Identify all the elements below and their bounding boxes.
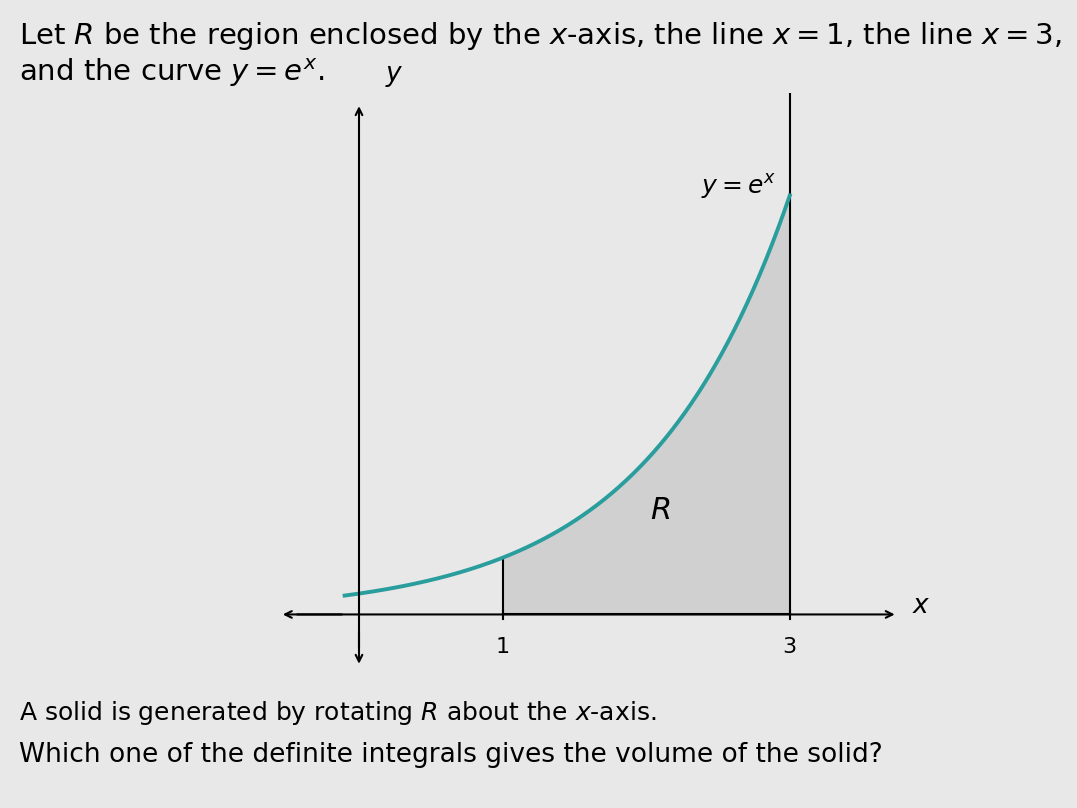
Text: Which one of the definite integrals gives the volume of the solid?: Which one of the definite integrals give… <box>19 742 883 768</box>
Text: $x$: $x$ <box>912 593 931 619</box>
Text: Let $R$ be the region enclosed by the $x$-axis, the line $x = 1$, the line $x = : Let $R$ be the region enclosed by the $x… <box>19 20 1062 53</box>
Text: A solid is generated by rotating $R$ about the $x$-axis.: A solid is generated by rotating $R$ abo… <box>19 699 657 727</box>
Text: $R$: $R$ <box>651 495 671 524</box>
Text: and the curve $y = e^x$.: and the curve $y = e^x$. <box>19 57 324 89</box>
Text: 3: 3 <box>783 638 797 658</box>
Text: $y$: $y$ <box>384 63 404 89</box>
Text: $y = e^x$: $y = e^x$ <box>701 172 775 201</box>
Text: 1: 1 <box>495 638 509 658</box>
